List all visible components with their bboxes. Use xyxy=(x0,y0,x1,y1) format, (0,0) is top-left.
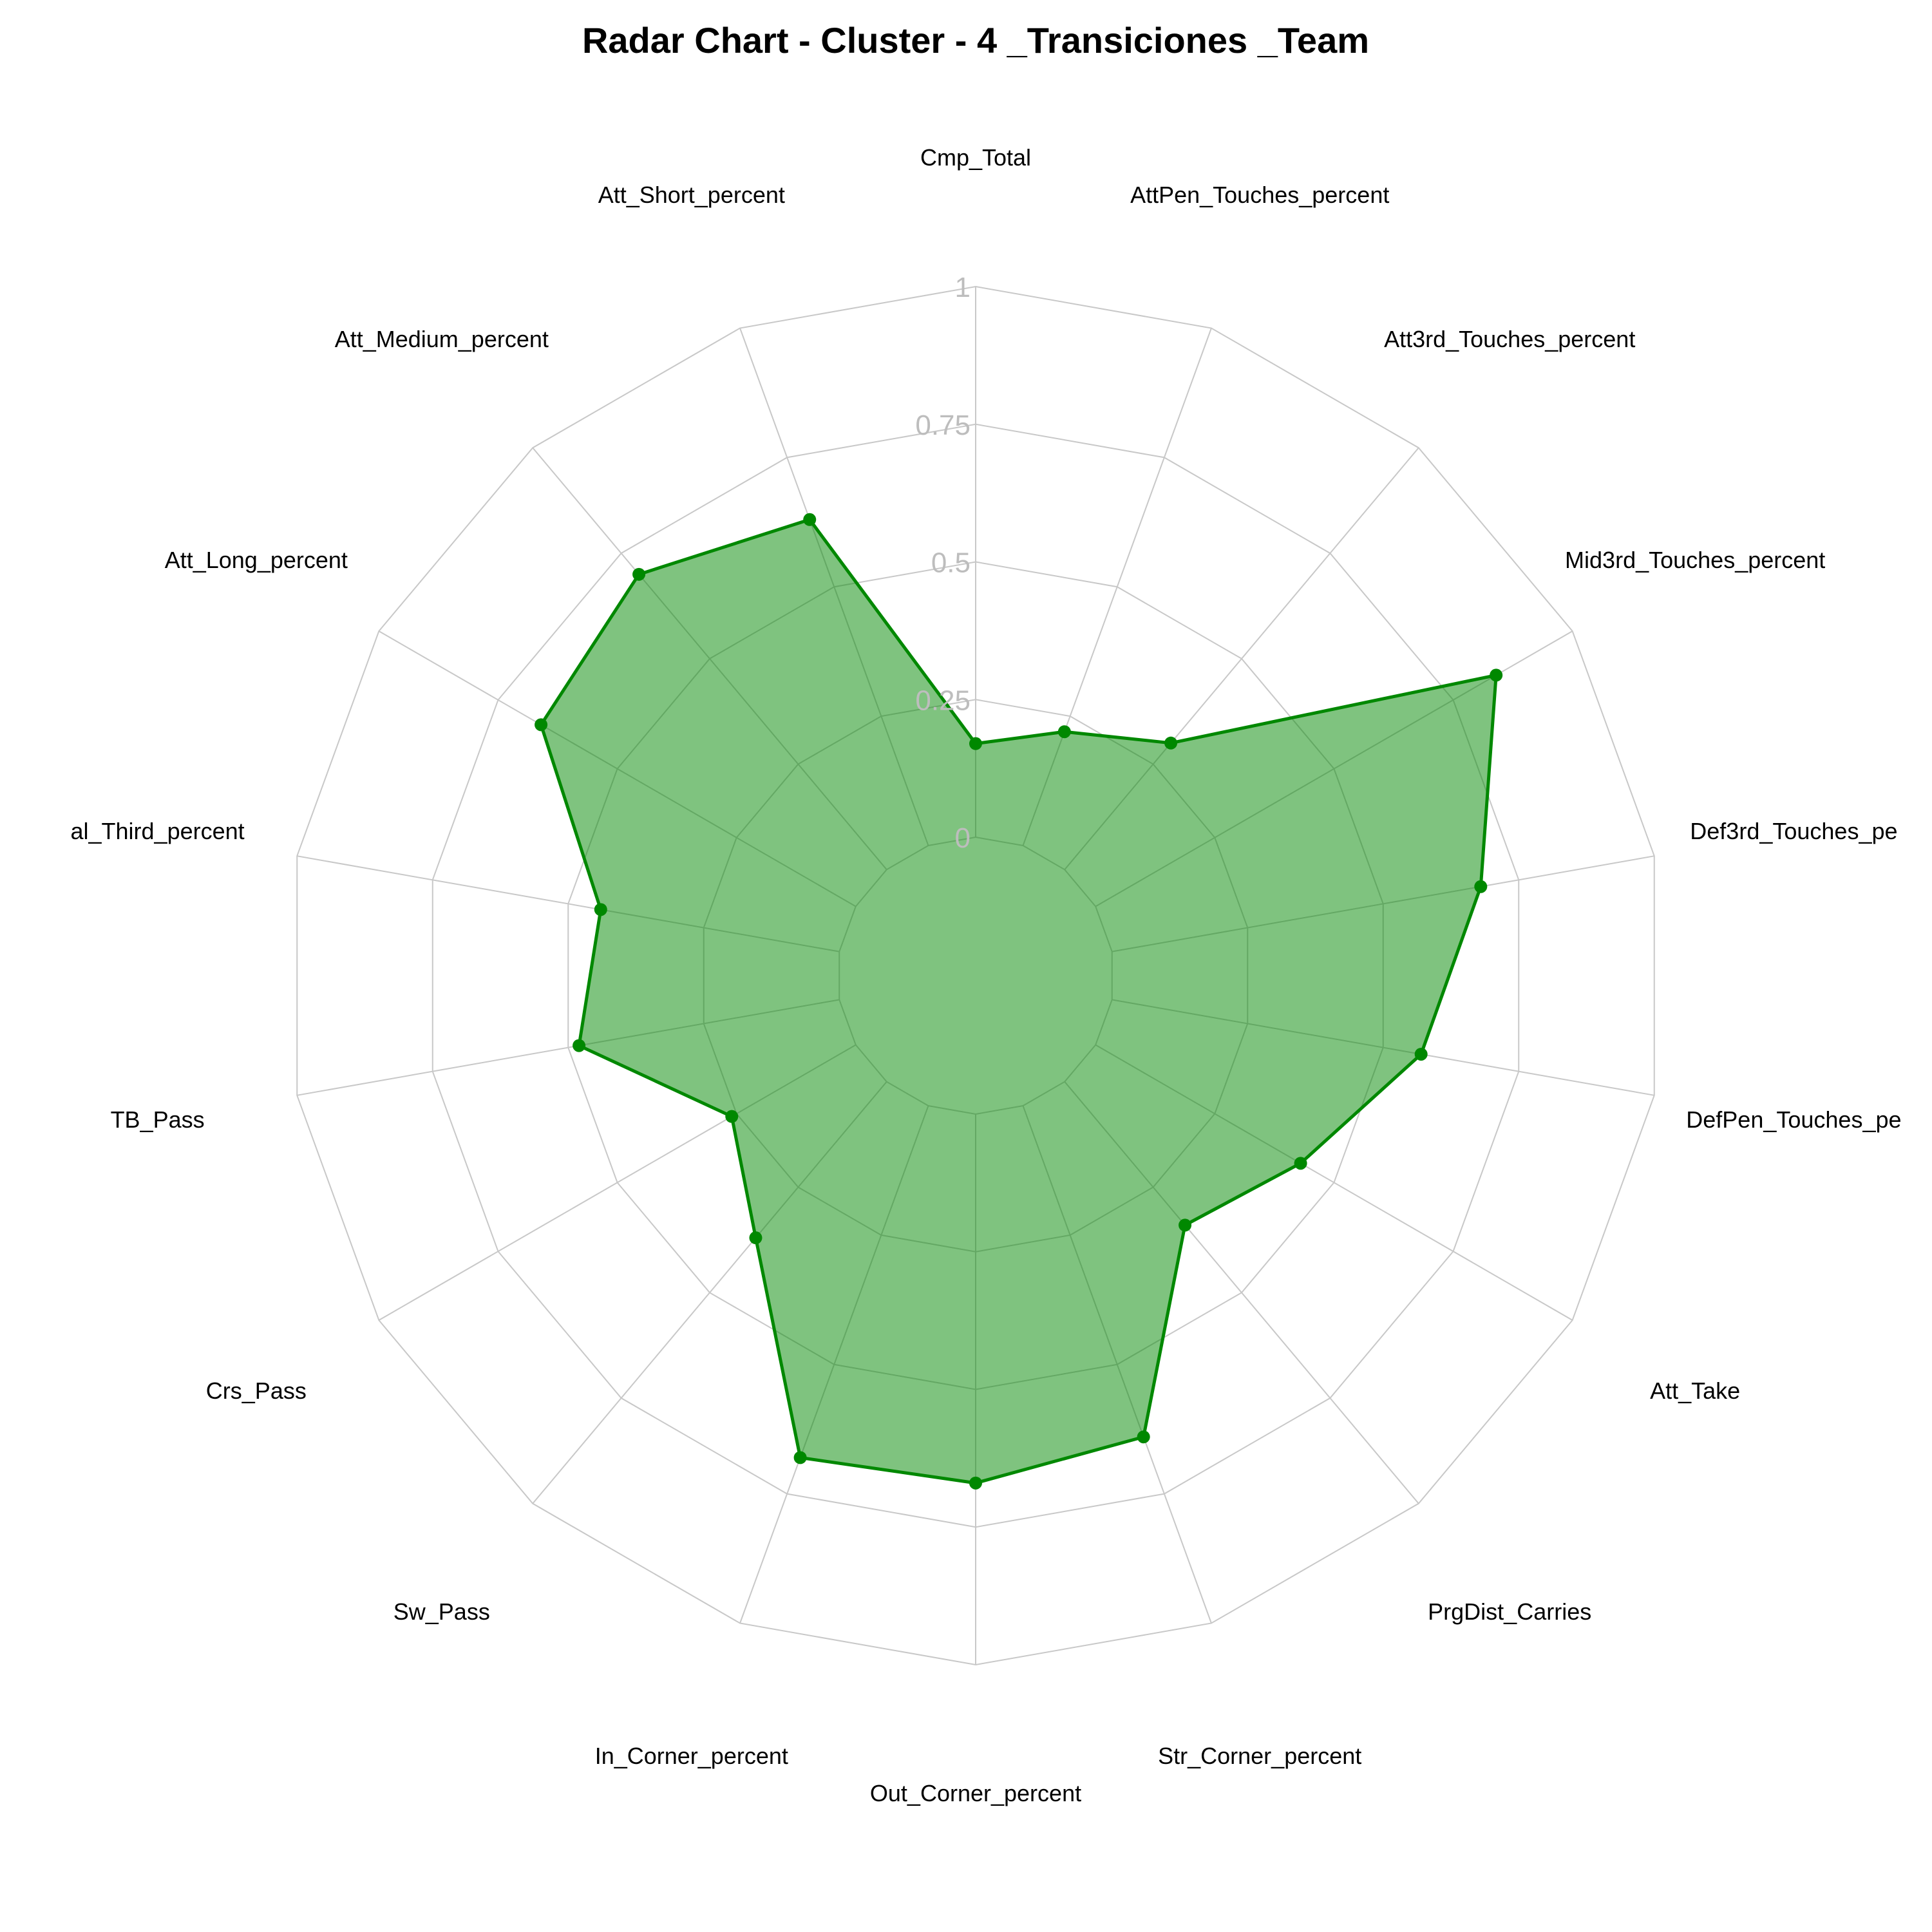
data-point-prgdist-carries xyxy=(1179,1218,1192,1232)
axis-label-att3rd-touches-percent: Att3rd_Touches_percent xyxy=(1384,326,1635,352)
data-point-def3rd-touches-pe xyxy=(1474,880,1488,893)
data-point-mid3rd-touches-percent xyxy=(1490,668,1503,682)
axis-label-sw-pass: Sw_Pass xyxy=(393,1598,490,1625)
axis-label-att-short-percent: Att_Short_percent xyxy=(598,182,785,208)
data-point-cmp-total xyxy=(969,737,982,750)
axis-label-cmp-total: Cmp_Total xyxy=(920,144,1031,171)
data-point-al-third-percent xyxy=(594,903,607,916)
data-point-attpen-touches-percent xyxy=(1057,725,1071,739)
axis-label-att-take: Att_Take xyxy=(1650,1378,1740,1404)
axis-label-mid3rd-touches-percent: Mid3rd_Touches_percent xyxy=(1565,547,1825,573)
tick-label-4: 1 xyxy=(955,272,971,303)
data-point-out-corner-percent xyxy=(969,1476,982,1490)
radar-data xyxy=(535,513,1503,1490)
axis-label-att-medium-percent: Att_Medium_percent xyxy=(335,326,549,352)
axis-label-str-corner-percent: Str_Corner_percent xyxy=(1158,1743,1361,1769)
axis-label-def3rd-touches-pe: Def3rd_Touches_pe xyxy=(1690,818,1897,844)
data-point-crs-pass xyxy=(725,1110,739,1123)
data-point-in-corner-percent xyxy=(793,1451,807,1464)
radar-axis-labels: Cmp_Total AttPen_Touches_percent Att3rd_To… xyxy=(71,144,1902,1806)
data-point-att3rd-touches-percent xyxy=(1164,736,1178,750)
tick-label-3: 0.75 xyxy=(915,410,971,441)
tick-label-1: 0.25 xyxy=(915,685,971,716)
tick-label-2: 0.5 xyxy=(931,547,971,579)
data-point-str-corner-percent xyxy=(1137,1430,1150,1444)
series-area-0 xyxy=(539,518,1498,1485)
data-point-att-take xyxy=(1294,1157,1307,1170)
axis-label-prgdist-carries: PrgDist_Carries xyxy=(1428,1598,1591,1625)
axis-label-al-third-percent: al_Third_percent xyxy=(71,818,245,844)
axis-label-crs-pass: Crs_Pass xyxy=(206,1378,307,1404)
data-point-att-short-percent xyxy=(803,513,817,526)
tick-label-0: 0 xyxy=(955,822,971,854)
chart-title: Radar Chart - Cluster - 4 _Transiciones … xyxy=(582,20,1369,61)
axis-label-defpen-touches-pe: DefPen_Touches_pe xyxy=(1686,1106,1901,1133)
axis-label-attpen-touches-percent: AttPen_Touches_percent xyxy=(1130,182,1389,208)
data-point-tb-pass xyxy=(573,1039,586,1052)
radar-tick-labels: 0 0.25 0.5 0.75 1 xyxy=(915,272,971,854)
data-point-att-long-percent xyxy=(535,718,548,732)
axis-label-in-corner-percent: In_Corner_percent xyxy=(595,1743,788,1769)
axis-label-tb-pass: TB_Pass xyxy=(111,1106,205,1133)
axis-label-att-long-percent: Att_Long_percent xyxy=(165,547,348,573)
data-point-defpen-touches-pe xyxy=(1414,1047,1428,1061)
axis-label-out-corner-percent: Out_Corner_percent xyxy=(870,1780,1081,1806)
data-point-sw-pass xyxy=(749,1231,762,1245)
data-point-att-medium-percent xyxy=(632,567,646,581)
